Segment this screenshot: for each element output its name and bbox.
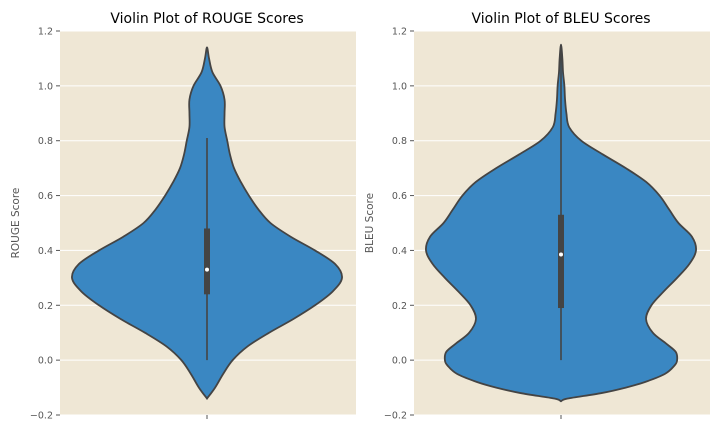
y-tick-label: −0.2 bbox=[384, 411, 407, 422]
chart-panel-bleu: −0.2 0.0 0.2 0.4 0.6 0.8 1.0 1.2 Violin Plot of… bbox=[364, 11, 710, 422]
y-tick-label: 0.4 bbox=[392, 246, 407, 257]
y-tick-label: −0.2 bbox=[30, 411, 53, 422]
y-tick-label: 1.2 bbox=[392, 27, 407, 38]
y-tick-label: 0.6 bbox=[38, 191, 53, 202]
median-marker-rouge bbox=[205, 267, 209, 272]
y-tick-label: 1.2 bbox=[38, 27, 53, 38]
iqr-box-bleu bbox=[558, 214, 564, 309]
chart-title: Violin Plot of ROUGE Scores bbox=[110, 11, 303, 27]
y-tick-label: 1.0 bbox=[38, 81, 53, 92]
y-tick-label: 0.2 bbox=[38, 301, 53, 312]
median-marker-bleu bbox=[559, 252, 563, 257]
y-tick-label: 0.8 bbox=[38, 136, 53, 147]
y-axis-label: ROUGE Score bbox=[10, 188, 22, 259]
y-tick-label: 0.0 bbox=[38, 356, 53, 367]
chart-title: Violin Plot of BLEU Scores bbox=[471, 11, 650, 27]
y-tick-label: 0.2 bbox=[392, 301, 407, 312]
y-tick-label: 1.0 bbox=[392, 81, 407, 92]
y-tick-label: 0.8 bbox=[392, 136, 407, 147]
y-axis-label: BLEU Score bbox=[364, 193, 376, 253]
y-axis-ticks: −0.2 0.0 0.2 0.4 0.6 0.8 1.0 1.2 bbox=[30, 27, 60, 422]
iqr-box-rouge bbox=[204, 228, 210, 295]
y-axis-ticks: −0.2 0.0 0.2 0.4 0.6 0.8 1.0 1.2 bbox=[384, 27, 414, 422]
chart-panel-rouge: −0.2 0.0 0.2 0.4 0.6 0.8 1.0 1.2 Violin Plot of… bbox=[10, 11, 356, 422]
y-tick-label: 0.4 bbox=[38, 246, 53, 257]
y-tick-label: 0.6 bbox=[392, 191, 407, 202]
y-tick-label: 0.0 bbox=[392, 356, 407, 367]
